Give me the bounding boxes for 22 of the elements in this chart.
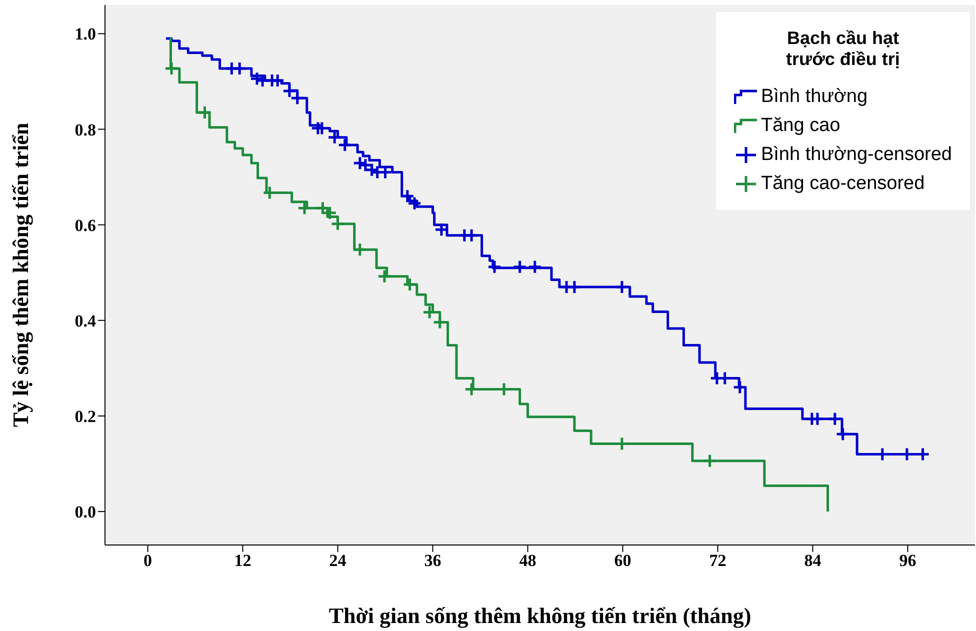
x-tick-label: 96 xyxy=(899,551,916,570)
y-tick-label: 0.2 xyxy=(74,407,96,426)
x-tick-label: 24 xyxy=(329,551,347,570)
x-tick-label: 84 xyxy=(804,551,822,570)
y-tick-label: 0.0 xyxy=(74,502,96,522)
x-tick-label: 72 xyxy=(709,551,726,570)
y-tick-label: 0.6 xyxy=(74,216,96,235)
x-tick-label: 36 xyxy=(424,551,442,570)
y-axis-title: Tỷ lệ sống thêm không tiến triển xyxy=(8,122,33,428)
x-tick-label: 60 xyxy=(614,551,632,570)
legend-label: Bình thường-censored xyxy=(760,144,952,166)
legend-label: Bình thường xyxy=(760,86,868,108)
y-tick-label: 1.0 xyxy=(74,24,96,44)
x-tick-label: 12 xyxy=(234,551,252,570)
y-tick-label: 0.4 xyxy=(74,311,96,330)
y-tick-label: 0.8 xyxy=(74,120,96,140)
legend-label: Tăng cao xyxy=(760,114,840,136)
legend-title: Bạch cầu hạt trước điều trị xyxy=(785,28,901,70)
x-axis-title: Thời gian sống thêm không tiến triển (tháng) xyxy=(328,603,752,628)
x-tick-label: 0 xyxy=(144,551,152,570)
legend-label: Tăng cao-censored xyxy=(760,172,925,194)
x-tick-label: 48 xyxy=(519,551,536,570)
